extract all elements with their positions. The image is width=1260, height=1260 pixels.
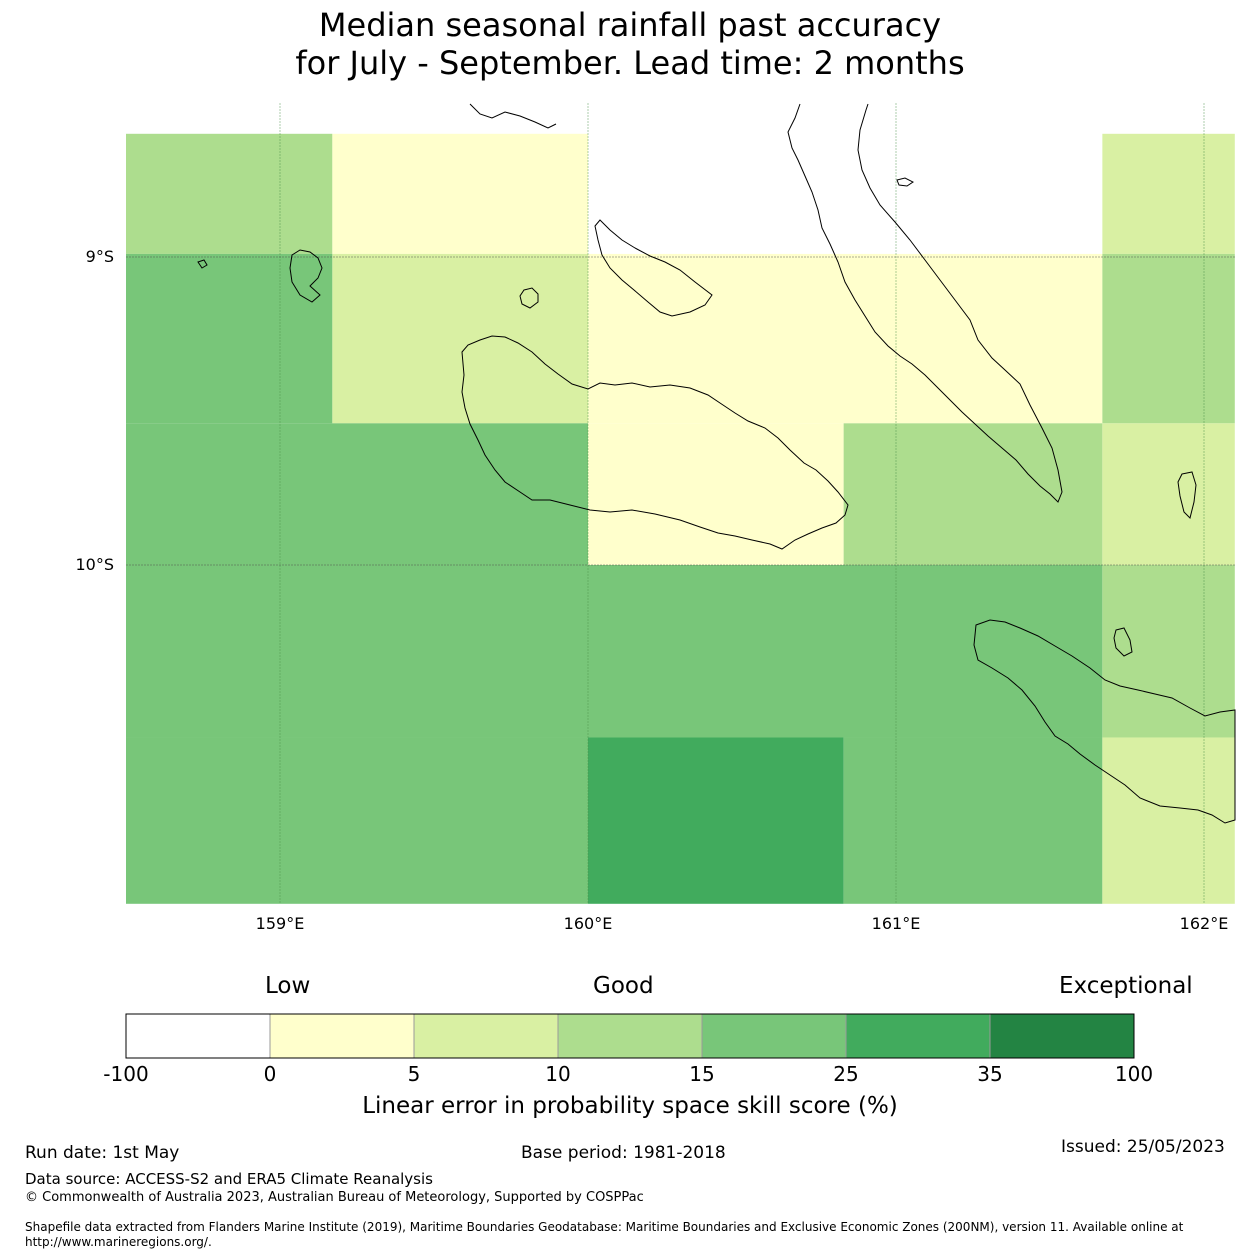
malaita-coastline bbox=[787, 103, 1063, 503]
colorbar-ticks: -100 0 5 10 15 25 35 100 bbox=[103, 1062, 1153, 1086]
grid-cell bbox=[1102, 253, 1235, 424]
shapefile-credit-line-2: http://www.marineregions.org/. bbox=[25, 1235, 212, 1249]
grid-cell bbox=[126, 565, 1103, 738]
colorbar-tick: 35 bbox=[977, 1062, 1002, 1086]
lat-label-9s: 9°S bbox=[86, 247, 114, 266]
grid-cell bbox=[126, 253, 333, 424]
coastlines bbox=[197, 103, 1236, 824]
copyright: © Commonwealth of Australia 2023, Austra… bbox=[25, 1190, 644, 1205]
colorbar-tick: 25 bbox=[833, 1062, 858, 1086]
legend-category-exceptional: Exceptional bbox=[1059, 973, 1193, 999]
grid-cell bbox=[588, 737, 844, 904]
grid-cell bbox=[1102, 133, 1235, 254]
colorbar-swatch bbox=[989, 1013, 1135, 1059]
skill-grid bbox=[126, 133, 1235, 904]
latitude-labels: 9°S 10°S bbox=[75, 247, 114, 574]
base-period: Base period: 1981-2018 bbox=[521, 1143, 726, 1163]
florida-islands-coastline bbox=[594, 219, 713, 317]
small-islet-north bbox=[896, 177, 914, 187]
data-source: Data source: ACCESS-S2 and ERA5 Climate … bbox=[25, 1170, 433, 1188]
lon-label-159e: 159°E bbox=[256, 914, 305, 933]
colorbar-tick: -100 bbox=[103, 1062, 148, 1086]
colorbar-outline bbox=[125, 1013, 1135, 1059]
grid-cell bbox=[843, 423, 1103, 565]
grid-cell bbox=[126, 423, 588, 565]
lat-label-10s: 10°S bbox=[75, 555, 114, 574]
longitude-labels: 159°E 160°E 161°E 162°E bbox=[256, 914, 1229, 933]
colorbar-swatch bbox=[125, 1013, 271, 1059]
colorbar-tick: 100 bbox=[1115, 1062, 1153, 1086]
makira-coastline bbox=[973, 619, 1236, 824]
grid-cell bbox=[588, 133, 1103, 254]
grid-cell bbox=[332, 133, 588, 254]
colorbar-tick: 10 bbox=[545, 1062, 570, 1086]
grid-cell bbox=[1102, 423, 1235, 565]
savo-island-coastline bbox=[519, 287, 539, 309]
colorbar-swatch bbox=[701, 1013, 847, 1059]
shapefile-credit-line-1: Shapefile data extracted from Flanders M… bbox=[25, 1220, 1184, 1234]
map-title: Median seasonal rainfall past accuracy f… bbox=[0, 6, 1260, 82]
grid-cell bbox=[1102, 737, 1235, 904]
title-line-2: for July - September. Lead time: 2 month… bbox=[295, 44, 965, 82]
colorbar-swatch bbox=[269, 1013, 415, 1059]
colorbar-tick: 15 bbox=[689, 1062, 714, 1086]
issued-date: Issued: 25/05/2023 bbox=[1061, 1137, 1225, 1157]
run-date: Run date: 1st May bbox=[25, 1143, 180, 1163]
colorbar-tick: 5 bbox=[408, 1062, 421, 1086]
legend-category-low: Low bbox=[265, 973, 311, 999]
guadalcanal-coastline bbox=[461, 335, 849, 550]
graticule bbox=[126, 103, 1235, 904]
small-islet-southeast bbox=[1113, 627, 1133, 657]
nggela-north-coast bbox=[469, 103, 557, 129]
grid-cell bbox=[588, 253, 1103, 424]
grid-cell bbox=[126, 737, 588, 904]
lon-label-160e: 160°E bbox=[564, 914, 613, 933]
legend-category-good: Good bbox=[593, 973, 654, 999]
colorbar-tick: 0 bbox=[264, 1062, 277, 1086]
colorbar-swatch bbox=[413, 1013, 559, 1059]
grid-cell bbox=[332, 253, 588, 424]
russell-islands-coastline bbox=[289, 249, 323, 303]
grid-cell bbox=[843, 737, 1103, 904]
colorbar-swatch bbox=[557, 1013, 703, 1059]
colorbar-label: Linear error in probability space skill … bbox=[362, 1093, 898, 1119]
small-islet-east bbox=[1177, 471, 1197, 519]
lon-label-162e: 162°E bbox=[1180, 914, 1229, 933]
colorbar bbox=[125, 1013, 1135, 1059]
grid-cell bbox=[1102, 565, 1235, 738]
small-islet-west bbox=[197, 259, 208, 269]
grid-cell bbox=[126, 133, 333, 254]
lon-label-161e: 161°E bbox=[872, 914, 921, 933]
grid-cell bbox=[588, 423, 844, 565]
title-line-1: Median seasonal rainfall past accuracy bbox=[318, 6, 942, 44]
colorbar-swatch bbox=[845, 1013, 991, 1059]
